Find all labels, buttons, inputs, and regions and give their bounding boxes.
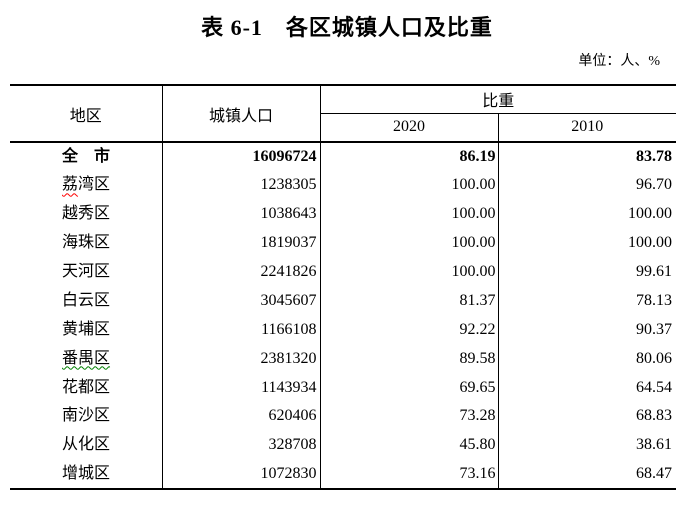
ratio-2010-cell: 100.00 [628,234,673,252]
ratio-2020-cell: 100.00 [320,170,499,200]
table-row: 天河区 2241826 100.00 99.61 [10,257,676,287]
region-cell: 全 市 [10,142,163,171]
ratio-2010-cell: 99.61 [636,263,673,280]
population-cell: 16096724 [162,142,321,171]
table-row: 从化区 328708 45.80 38.61 [10,430,676,460]
region-cell: 从化区 [10,430,163,460]
ratio-2010-cell: 100.00 [628,205,673,223]
urban-population-table: 地区 城镇人口 比重 2020 2010 全 市 16096724 86.19 83.… [10,84,677,490]
ratio-2020-cell: 73.16 [320,459,499,489]
header-row-years: 2020 2010 [10,113,677,143]
header-year-2010: 2010 [498,113,677,143]
spellcheck-underline: 番禺区 [62,349,111,367]
ratio-2010-cell: 83.78 [636,147,673,165]
ratio-2010-cell: 90.37 [636,320,673,338]
population-cell: 1143934 [162,373,321,403]
ratio-2010-cell: 80.06 [636,349,673,367]
population-cell: 1819037 [162,228,321,258]
region-cell: 海珠区 [10,228,163,258]
ratio-2020-cell: 86.19 [320,142,499,171]
ratio-2010-cell: 38.61 [636,436,673,454]
table-row: 越秀区 1038643 100.00 100.00 [10,199,676,229]
header-urban-population: 城镇人口 [162,85,321,143]
header-year-2020: 2020 [320,113,499,143]
table-body: 全 市 16096724 86.19 83.78 荔湾区 1238305 100.00 96.… [10,142,676,489]
region-cell: 增城区 [10,459,163,489]
population-cell: 1072830 [162,459,321,489]
ratio-2020-cell: 89.58 [320,344,499,374]
population-cell: 1238305 [162,170,321,200]
population-cell: 2241826 [162,257,321,287]
ratio-2010-cell: 68.47 [636,464,673,482]
ratio-2010-cell: 64.54 [636,378,673,396]
ratio-2020-cell: 73.28 [320,402,499,431]
table-row: 花都区 1143934 69.65 64.54 [10,373,676,403]
region-cell: 天河区 [10,257,163,287]
ratio-2020-cell: 100.00 [320,199,499,229]
header-proportion: 比重 [320,85,677,114]
ratio-2010-cell: 78.13 [636,291,673,309]
region-cell: 白云区 [10,286,163,316]
table-header: 地区 城镇人口 比重 2020 2010 [10,85,677,143]
table-row: 南沙区 620406 73.28 68.83 [10,402,676,431]
region-cell: 南沙区 [10,402,163,431]
region-cell: 花都区 [10,373,163,403]
table-row: 番禺区 2381320 89.58 80.06 [10,344,676,374]
population-cell: 1166108 [162,315,321,345]
table-row: 白云区 3045607 81.37 78.13 [10,286,676,316]
ratio-2020-cell: 92.22 [320,315,499,345]
ratio-2020-cell: 45.80 [320,430,499,460]
table-row: 黄埔区 1166108 92.22 90.37 [10,315,676,345]
table-title: 表 6-1 各区城镇人口及比重 [201,15,493,40]
region-cell: 越秀区 [10,199,163,229]
population-cell: 620406 [162,402,321,431]
region-cell: 黄埔区 [10,315,163,345]
population-cell: 3045607 [162,286,321,316]
table-row: 海珠区 1819037 100.00 100.00 [10,228,676,258]
ratio-2020-cell: 100.00 [320,228,499,258]
population-cell: 328708 [162,430,321,460]
header-region: 地区 [10,85,163,143]
ratio-2020-cell: 100.00 [320,257,499,287]
region-cell: 荔湾区 [10,170,163,200]
table-row: 全 市 16096724 86.19 83.78 [10,142,676,171]
region-cell: 番禺区 [10,344,163,374]
unit-note: 单位：人、% [578,54,660,69]
ratio-2020-cell: 69.65 [320,373,499,403]
spellcheck-underline: 荔 [62,176,79,194]
ratio-2020-cell: 81.37 [320,286,499,316]
ratio-2010-cell: 68.83 [636,407,673,425]
ratio-2010-cell: 96.70 [636,176,673,194]
table-row: 增城区 1072830 73.16 68.47 [10,459,676,489]
table-row: 荔湾区 1238305 100.00 96.70 [10,170,676,200]
header-row-top: 地区 城镇人口 比重 [10,85,677,143]
population-cell: 2381320 [162,344,321,374]
population-cell: 1038643 [162,199,321,229]
